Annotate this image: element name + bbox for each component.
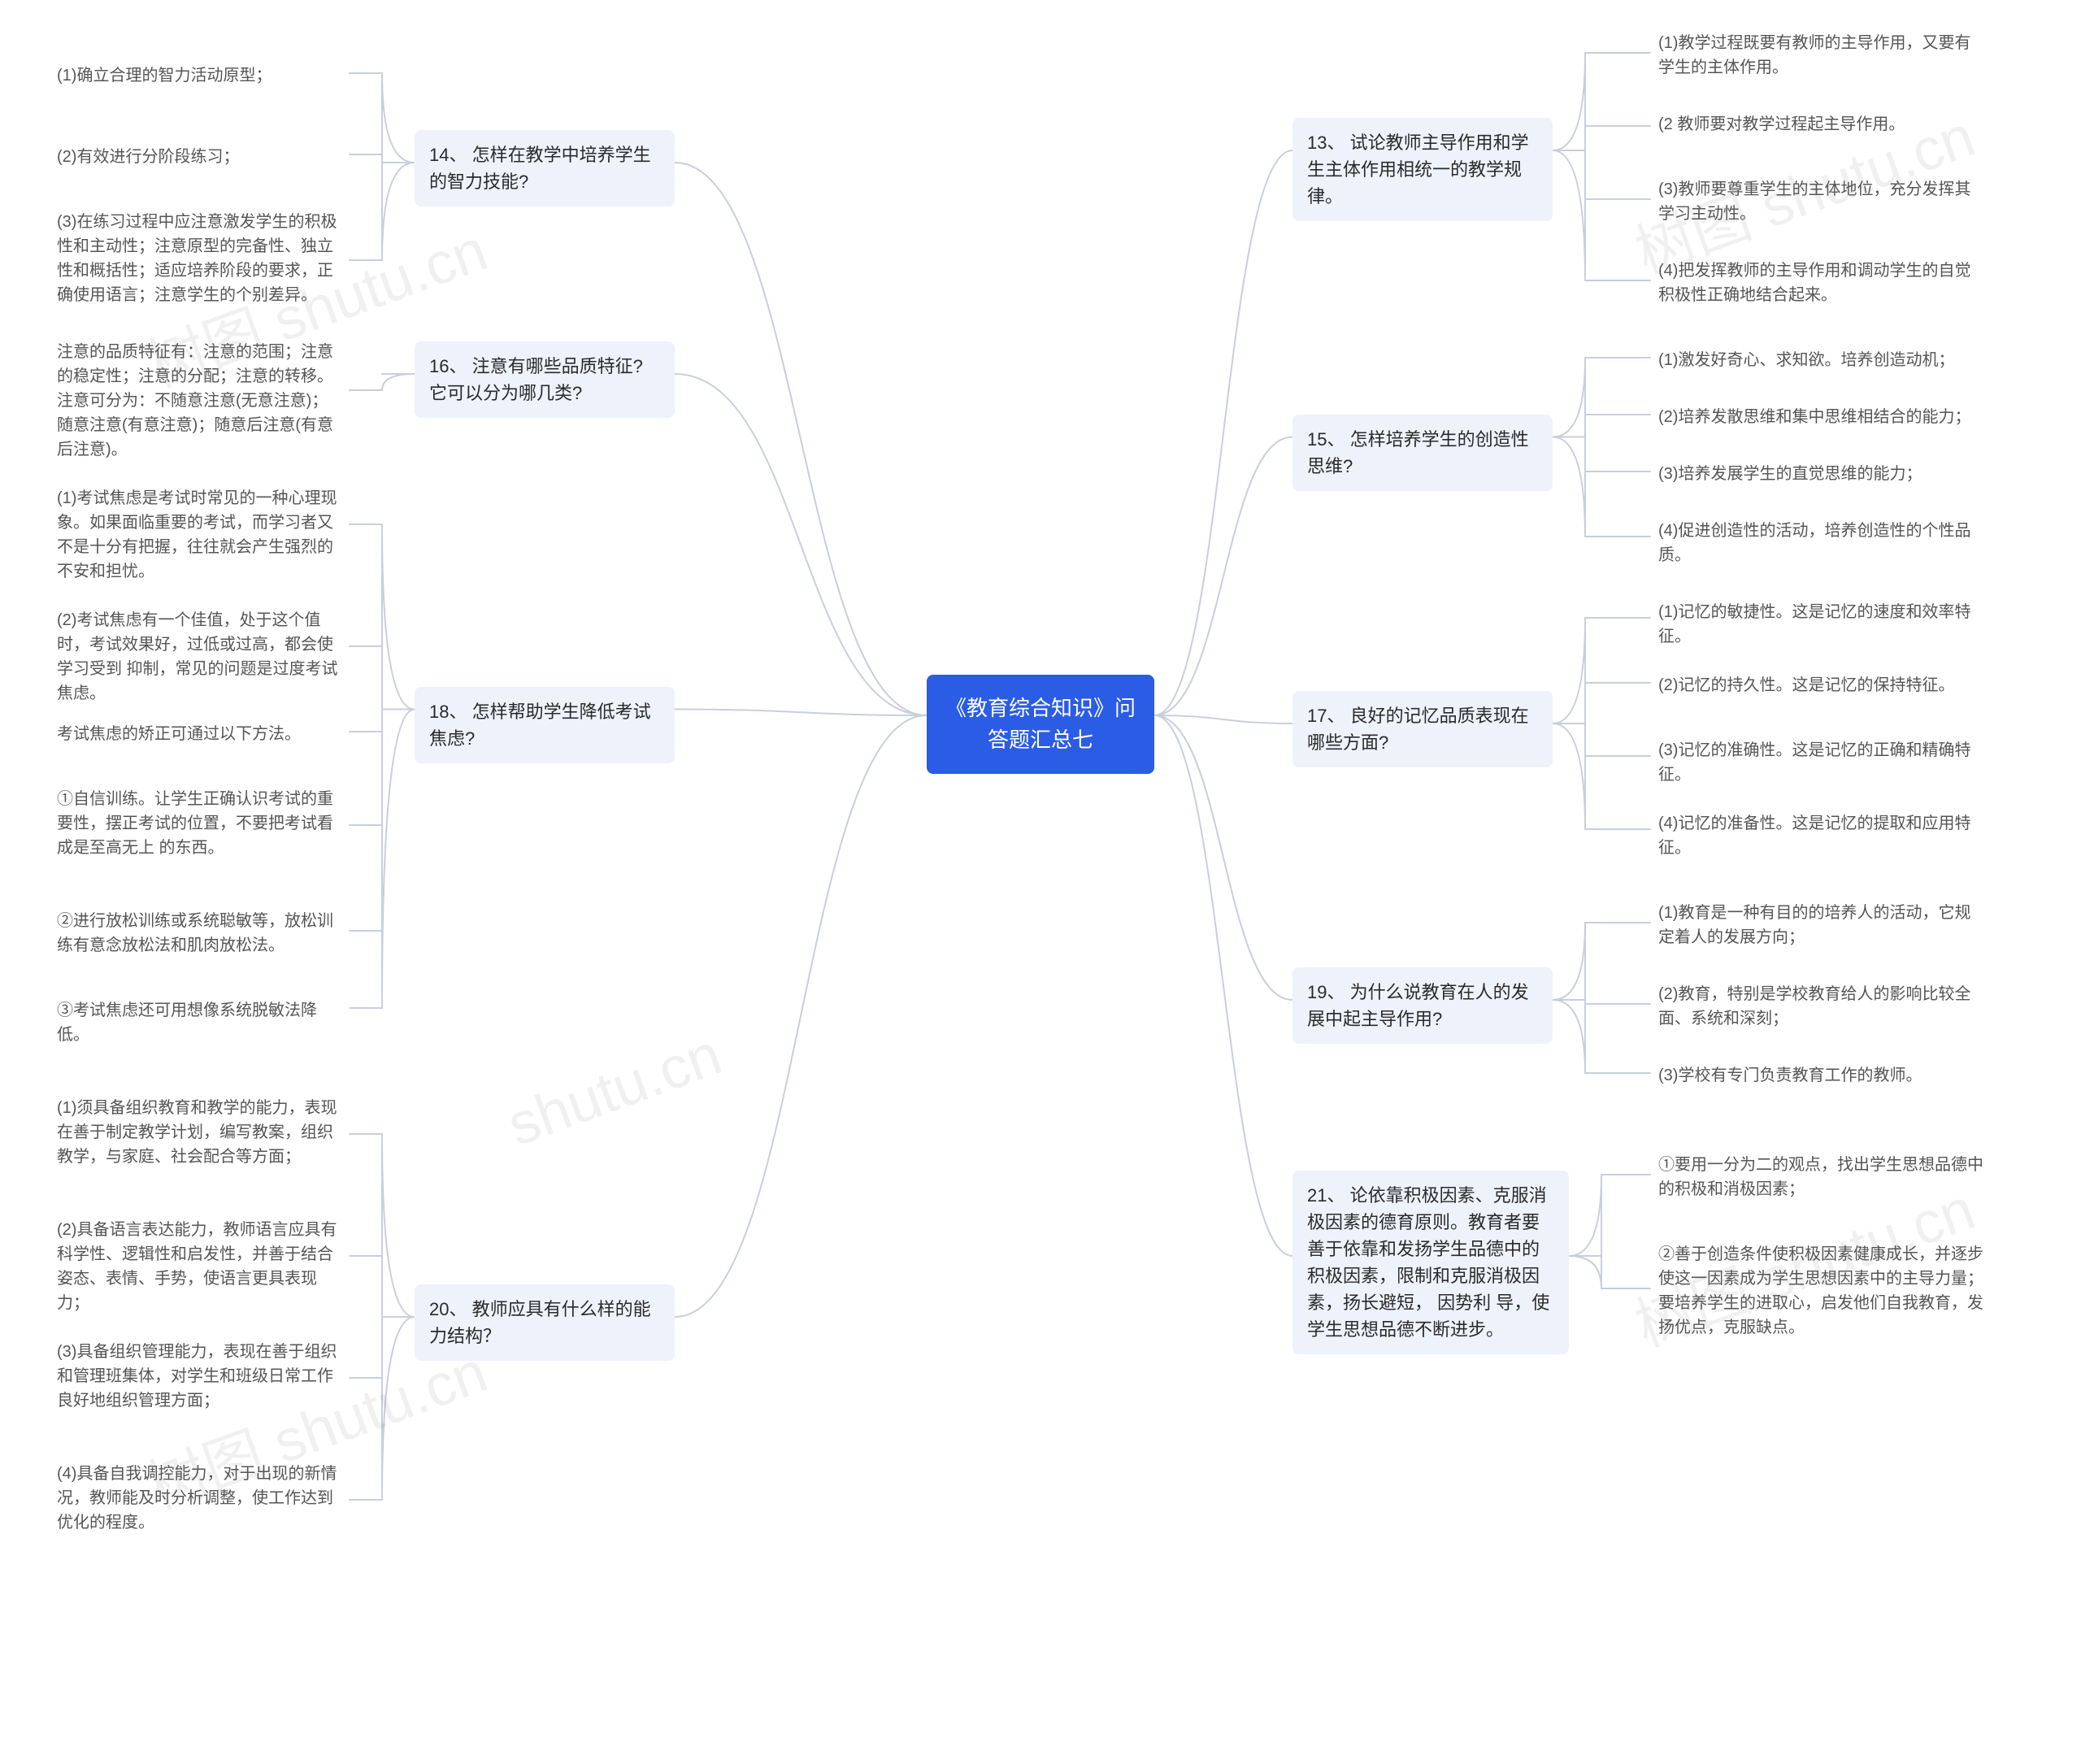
leaf-node: (1)记忆的敏捷性。这是记忆的速度和效率特征。	[1650, 593, 1992, 655]
watermark: shutu.cn	[499, 1021, 730, 1159]
leaf-node: ③考试焦虑还可用想像系统脱敏法降低。	[49, 992, 350, 1054]
leaf-node: 考试焦虑的矫正可通过以下方法。	[49, 715, 350, 753]
leaf-node: 注意的品质特征有：注意的范围；注意的稳定性；注意的分配；注意的转移。注意可分为：…	[49, 333, 350, 468]
leaf-node: (4)具备自我调控能力，对于出现的新情况，教师能及时分析调整，使工作达到优化的程…	[49, 1455, 350, 1541]
leaf-node: (3)学校有专门负责教育工作的教师。	[1650, 1057, 1992, 1094]
leaf-node: (3)培养发展学生的直觉思维的能力；	[1650, 455, 1992, 493]
leaf-node: ①要用一分为二的观点，找出学生思想品德中的积极和消极因素；	[1650, 1146, 2000, 1208]
leaf-node: (2)有效进行分阶段练习；	[49, 138, 350, 176]
leaf-node: (1)教育是一种有目的的培养人的活动，它规定着人的发展方向；	[1650, 894, 1992, 956]
leaf-node: ②善于创造条件使积极因素健康成长，并逐步使这一因素成为学生思想因素中的主导力量；…	[1650, 1236, 2000, 1346]
leaf-node: (4)把发挥教师的主导作用和调动学生的自觉积极性正确地结合起来。	[1650, 252, 1992, 314]
leaf-node: (3)具备组织管理能力，表现在善于组织和管理班集体，对学生和班级日常工作良好地组…	[49, 1333, 350, 1419]
leaf-node: (1)须具备组织教育和教学的能力，表现在善于制定教学计划，编写教案，组织教学，与…	[49, 1089, 350, 1175]
leaf-node: (3)教师要尊重学生的主体地位，充分发挥其学习主动性。	[1650, 171, 1992, 232]
topic-node: 19、 为什么说教育在人的发展中起主导作用?	[1292, 967, 1553, 1044]
leaf-node: (1)激发好奇心、求知欲。培养创造动机；	[1650, 341, 1992, 379]
leaf-node: (1)考试焦虑是考试时常见的一种心理现象。如果面临重要的考试，而学习者又不是十分…	[49, 480, 350, 590]
leaf-node: (1)确立合理的智力活动原型；	[49, 57, 350, 94]
leaf-node: (2)记忆的持久性。这是记忆的保持特征。	[1650, 667, 1992, 704]
center-node: 《教育综合知识》问答题汇总七	[927, 675, 1154, 774]
topic-node: 18、 怎样帮助学生降低考试焦虑?	[415, 687, 675, 763]
leaf-node: ②进行放松训练或系统聪敏等，放松训练有意念放松法和肌肉放松法。	[49, 902, 350, 964]
topic-node: 17、 良好的记忆品质表现在哪些方面?	[1292, 691, 1553, 767]
topic-node: 20、 教师应具有什么样的能力结构？	[415, 1284, 675, 1361]
leaf-node: (2)培养发散思维和集中思维相结合的能力；	[1650, 398, 1992, 436]
leaf-node: (2)考试焦虑有一个佳值，处于这个值时，考试效果好，过低或过高，都会使学习受到 …	[49, 602, 350, 712]
leaf-node: (4)促进创造性的活动，培养创造性的个性品质。	[1650, 512, 1992, 574]
leaf-node: (1)教学过程既要有教师的主导作用，又要有学生的主体作用。	[1650, 24, 1992, 86]
leaf-node: (3)在练习过程中应注意激发学生的积极性和主动性；注意原型的完备性、独立性和概括…	[49, 203, 350, 314]
topic-node: 16、 注意有哪些品质特征?它可以分为哪几类?	[415, 341, 675, 418]
topic-node: 15、 怎样培养学生的创造性思维?	[1292, 415, 1553, 491]
leaf-node: (2 教师要对教学过程起主导作用。	[1650, 106, 1992, 143]
leaf-node: (3)记忆的准确性。这是记忆的正确和精确特征。	[1650, 732, 1992, 793]
topic-node: 14、 怎样在教学中培养学生的智力技能?	[415, 130, 675, 206]
topic-node: 21、 论依靠积极因素、克服消极因素的德育原则。教育者要善于依靠和发扬学生品德中…	[1292, 1171, 1569, 1354]
leaf-node: (2)具备语言表达能力，教师语言应具有科学性、逻辑性和启发性，并善于结合姿态、表…	[49, 1211, 350, 1322]
leaf-node: (4)记忆的准备性。这是记忆的提取和应用特征。	[1650, 805, 1992, 867]
topic-node: 13、 试论教师主导作用和学生主体作用相统一的教学规律。	[1292, 118, 1553, 221]
leaf-node: (2)教育，特别是学校教育给人的影响比较全面、系统和深刻；	[1650, 975, 1992, 1037]
leaf-node: ①自信训练。让学生正确认识考试的重要性，摆正考试的位置，不要把考试看成是至高无上…	[49, 780, 350, 867]
